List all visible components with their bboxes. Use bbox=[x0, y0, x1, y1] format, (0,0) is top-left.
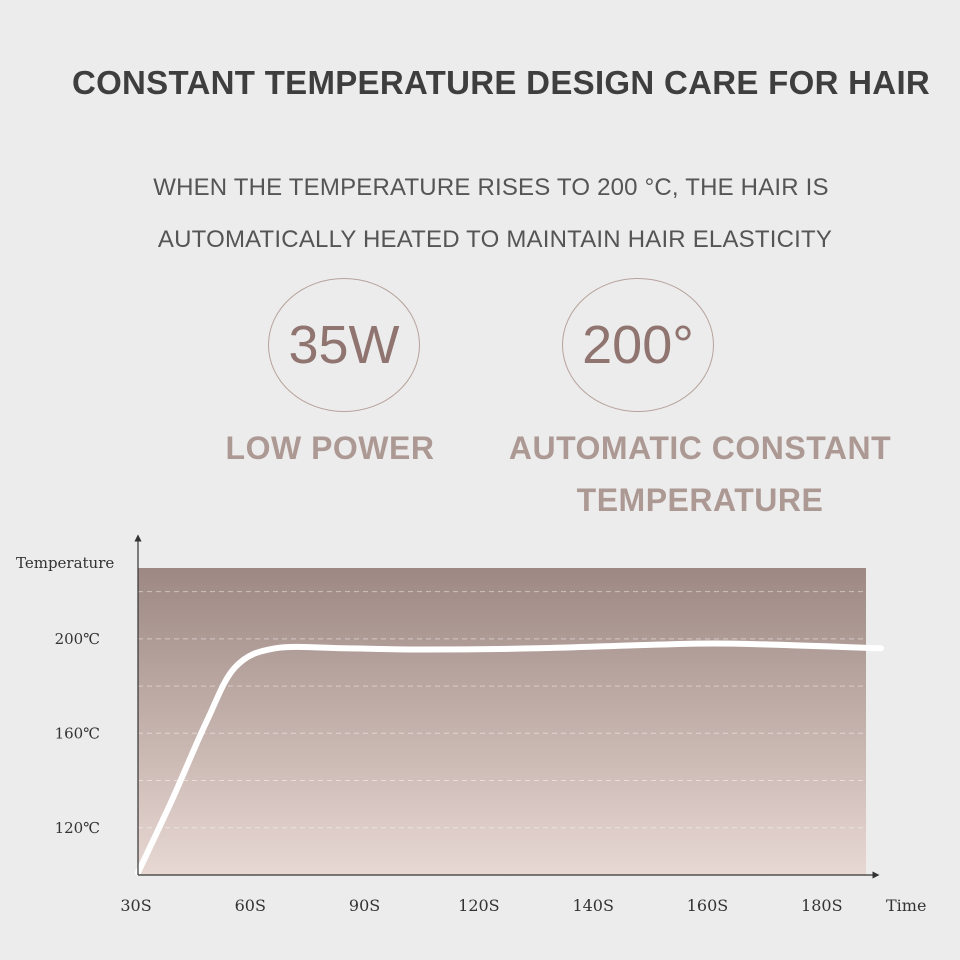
x-tick-label: 180S bbox=[801, 896, 843, 915]
y-tick-label: 200℃ bbox=[55, 630, 100, 648]
temperature-feature-label: AUTOMATIC CONSTANT TEMPERATURE bbox=[480, 422, 920, 526]
x-tick-label: 160S bbox=[687, 896, 729, 915]
x-tick-label: 120S bbox=[458, 896, 500, 915]
y-tick-labels: 120℃ 160℃ 200℃ bbox=[55, 630, 100, 837]
x-axis-title: Time bbox=[886, 896, 926, 915]
x-tick-labels: 30S 60S 90S 120S 140S 160S 180S bbox=[120, 896, 842, 915]
gridlines bbox=[138, 591, 866, 829]
page-headline: CONSTANT TEMPERATURE DESIGN CARE FOR HAI… bbox=[71, 64, 931, 101]
description-line-2: AUTOMATICALLY HEATED TO MAINTAIN HAIR EL… bbox=[157, 226, 833, 253]
temperature-label-line-1: AUTOMATIC CONSTANT bbox=[508, 430, 892, 466]
y-axis-title: Temperature bbox=[16, 554, 114, 572]
x-tick-label: 30S bbox=[120, 896, 151, 915]
temperature-value: 200° bbox=[582, 315, 694, 375]
y-tick-label: 160℃ bbox=[55, 724, 100, 742]
temperature-value-circle: 200° bbox=[562, 278, 714, 412]
temperature-chart: Temperature Time 120℃ 160℃ 200℃ 30S 60S 90S 1… bbox=[16, 534, 926, 915]
temperature-label-line-2: TEMPERATURE bbox=[576, 482, 824, 518]
x-tick-label: 140S bbox=[572, 896, 614, 915]
plot-area bbox=[138, 568, 866, 875]
temperature-curve bbox=[135, 640, 884, 876]
y-tick-label: 120℃ bbox=[55, 819, 100, 837]
power-feature-label: LOW POWER bbox=[210, 422, 450, 474]
description-line-1: WHEN THE TEMPERATURE RISES TO 200 °C, TH… bbox=[153, 174, 829, 201]
x-tick-label: 60S bbox=[235, 896, 266, 915]
x-tick-label: 90S bbox=[349, 896, 380, 915]
power-value: 35W bbox=[288, 315, 400, 375]
power-label-line: LOW POWER bbox=[225, 430, 435, 466]
power-value-circle: 35W bbox=[268, 278, 420, 412]
